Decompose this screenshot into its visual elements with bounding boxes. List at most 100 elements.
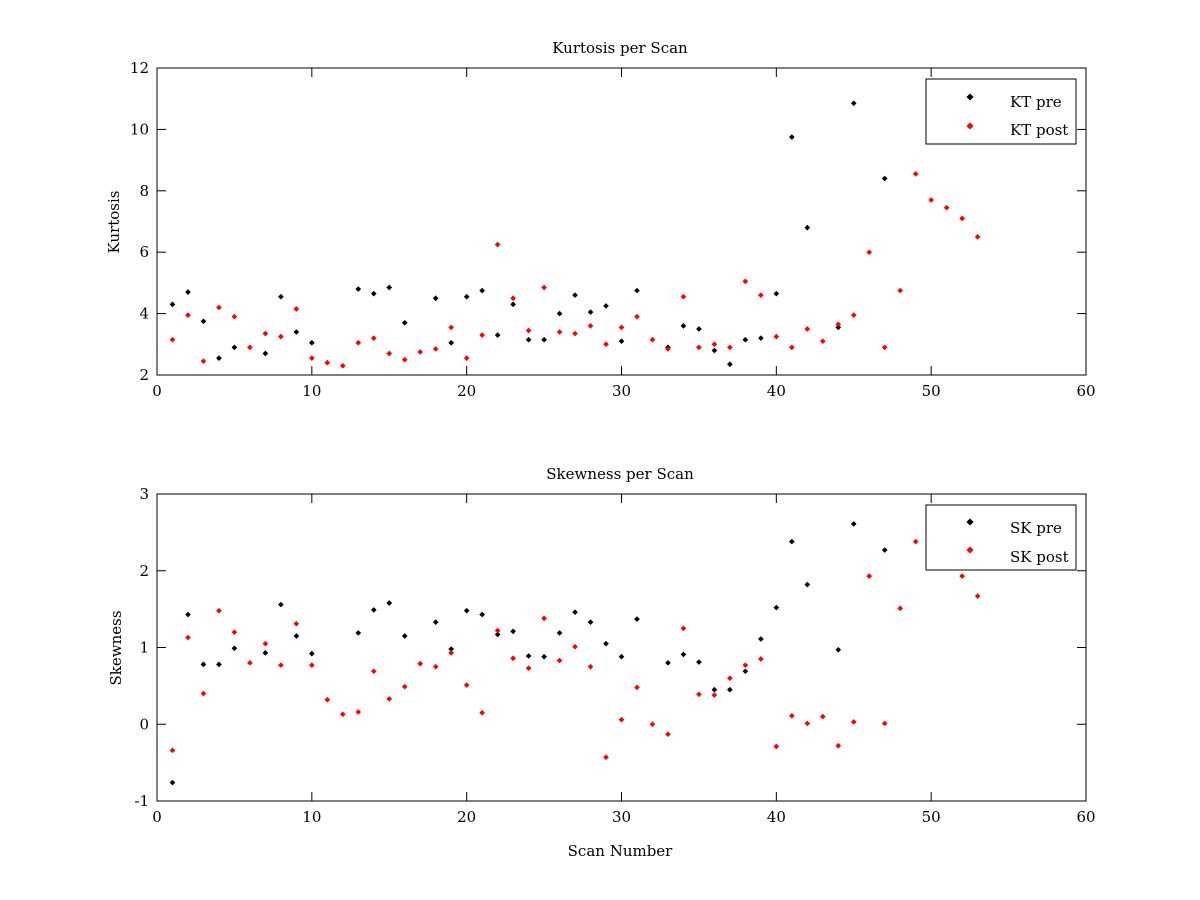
sk-post-point (758, 656, 764, 662)
sk-post-point (494, 627, 501, 634)
sk-post-point (819, 713, 826, 720)
kt-post-legend-marker (966, 122, 974, 130)
sk-post-point (680, 625, 687, 632)
kt-post-point (727, 344, 733, 351)
sk-post-point (370, 668, 377, 675)
kt-pre-legend-label: KT pre (1010, 93, 1062, 111)
x-tick-label: 40 (767, 808, 786, 826)
kt-pre-point (525, 336, 532, 343)
sk-post-point (773, 743, 780, 750)
sk-post-point (185, 634, 191, 641)
x-tick-label: 60 (1076, 382, 1095, 400)
sk-pre-point (773, 604, 780, 611)
kt-post-point (494, 241, 501, 248)
sk-post-point (788, 712, 795, 719)
sk-post-point (897, 605, 904, 612)
sk-post-point (479, 709, 485, 716)
x-tick-label: 60 (1076, 808, 1095, 826)
kt-pre-point (463, 293, 470, 300)
sk-post-point (432, 663, 439, 670)
kt-post-point (370, 335, 377, 341)
kt-pre-point (370, 290, 377, 297)
kurtosis-plot-frame (156, 67, 1087, 376)
sk-pre-point (634, 616, 640, 622)
kt-post-point (788, 344, 795, 351)
kt-pre-point (231, 344, 238, 351)
skewness-legend: SK pre SK post (925, 504, 1077, 571)
x-tick-label: 30 (612, 808, 631, 826)
kt-post-point (804, 326, 811, 332)
kt-pre-point (711, 347, 718, 354)
kurtosis-title: Kurtosis per Scan (552, 39, 688, 57)
y-tick-label: 2 (139, 562, 149, 580)
kt-post-point (432, 346, 439, 352)
sk-pre-point (432, 619, 439, 626)
kt-post-point (247, 344, 253, 351)
sk-post-point (603, 754, 609, 761)
y-tick-label: 6 (139, 243, 149, 261)
kt-pre-point (541, 336, 547, 343)
kt-pre-point (804, 224, 811, 231)
sk-pre-point (216, 661, 222, 668)
sk-post-point (293, 620, 300, 627)
sk-post-point (556, 657, 563, 664)
x-tick-label: 30 (612, 382, 631, 400)
sk-pre-point (850, 521, 857, 527)
sk-post-point (386, 696, 393, 702)
kt-pre-point (881, 175, 888, 182)
sk-post-point (216, 607, 222, 614)
x-tick-label: 40 (767, 382, 786, 400)
sk-post-point (850, 719, 857, 725)
sk-post-point (742, 662, 749, 668)
sk-pre-point (448, 646, 455, 652)
sk-pre-point (603, 640, 609, 647)
kt-pre-point (696, 326, 702, 332)
sk-post-point (974, 593, 981, 599)
sk-pre-point (510, 628, 516, 635)
sk-pre-point (231, 645, 238, 652)
sk-pre-point (788, 538, 795, 545)
sk-post-point (587, 663, 594, 670)
sk-post-point (804, 720, 811, 727)
kt-post-point (324, 359, 331, 366)
sk-post-point (572, 643, 578, 650)
sk-post-point (618, 716, 625, 723)
kt-pre-point (479, 287, 485, 294)
sk-post-point (959, 573, 965, 579)
kt-post-point (665, 346, 671, 352)
y-tick-label: 10 (130, 120, 149, 138)
y-tick-label: 4 (139, 305, 149, 323)
sk-pre-point (463, 607, 470, 614)
kt-post-point (819, 338, 826, 345)
kt-pre-point (355, 286, 362, 292)
sk-post-point (401, 683, 408, 690)
sk-pre-point (881, 547, 888, 553)
kt-pre-point (603, 303, 609, 309)
kt-post-point (742, 278, 749, 285)
kurtosis-ylabel: Kurtosis (105, 191, 123, 254)
sk-pre-point (587, 619, 594, 626)
kt-post-point (897, 287, 904, 294)
kt-pre-point (185, 289, 191, 295)
kt-post-point (231, 313, 238, 320)
skewness-axes: Skewness per Scan Skewness Scan Number 0… (107, 465, 1096, 860)
y-tick-label: 8 (139, 182, 149, 200)
y-tick-label: 3 (139, 485, 149, 503)
sk-post-legend-label: SK post (1010, 548, 1069, 566)
sk-pre-point (185, 611, 191, 618)
kurtosis-legend-box (925, 78, 1077, 145)
sk-pre-point (309, 650, 315, 657)
sk-pre-point (401, 633, 408, 639)
x-tick-label: 20 (457, 808, 476, 826)
kt-post-point (355, 339, 362, 346)
kt-post-point (185, 312, 191, 318)
kt-pre-point (386, 284, 393, 291)
skewness-points (169, 518, 981, 786)
sk-post-point (835, 742, 842, 749)
kt-post-point (649, 336, 656, 343)
sk-post-point (247, 660, 253, 666)
kt-post-point (293, 306, 300, 312)
sk-post-point (696, 691, 702, 698)
skewness-xlabel: Scan Number (568, 842, 674, 860)
kt-pre-point (758, 335, 764, 341)
